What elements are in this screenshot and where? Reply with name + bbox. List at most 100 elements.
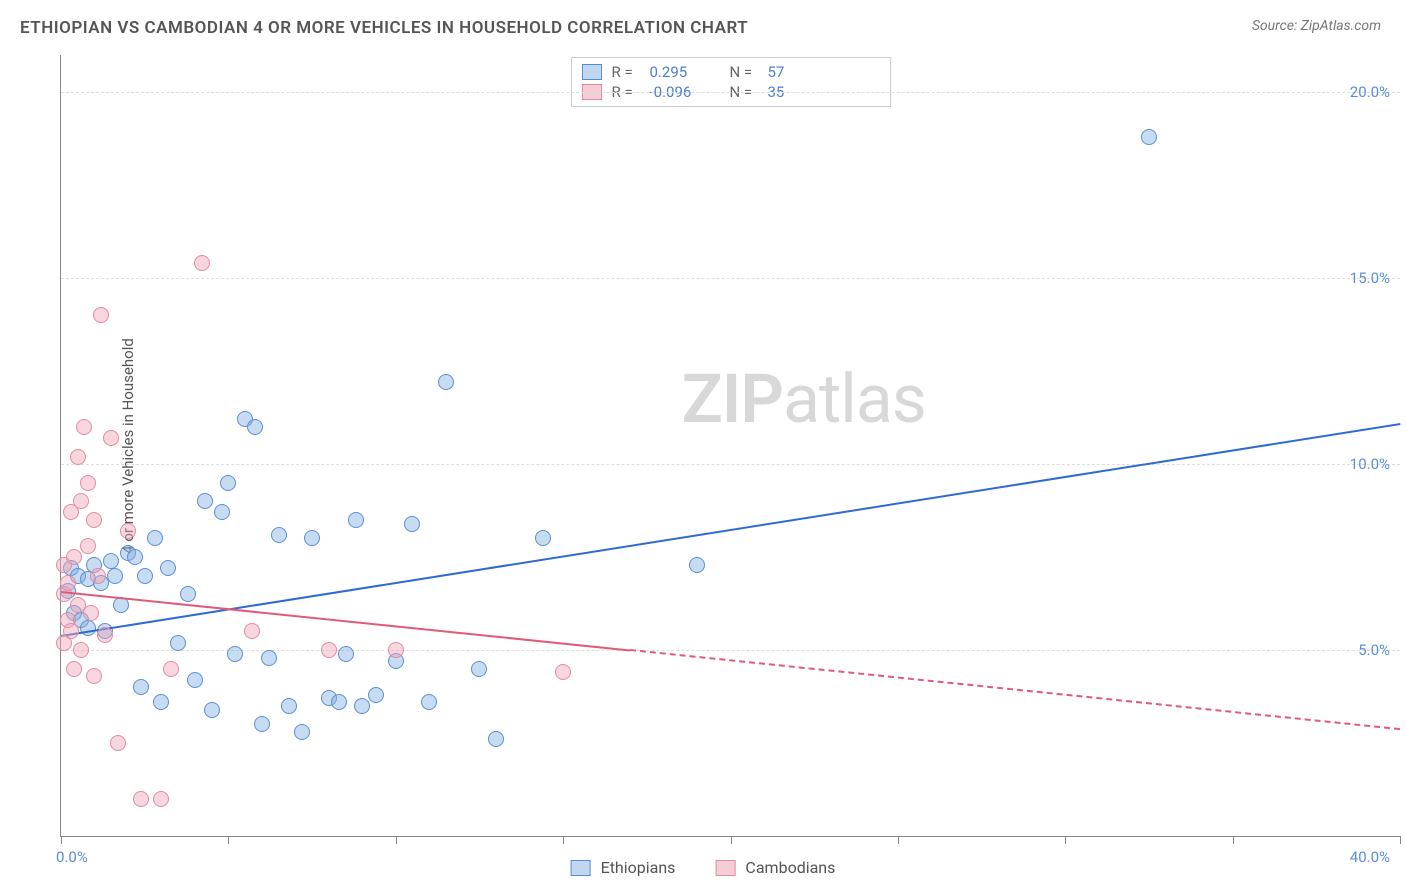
x-axis-max-label: 40.0% (1350, 848, 1390, 866)
gridline (61, 464, 1400, 465)
data-point (331, 694, 347, 710)
data-point (66, 661, 82, 677)
x-axis-min-label: 0.0% (56, 848, 88, 866)
data-point (120, 523, 136, 539)
stats-legend-box: R =0.295N =57R =-0.096N =35 (571, 57, 891, 107)
stats-row: R = 0.295 N = 57 (576, 62, 886, 82)
legend-label: Cambodians (745, 858, 835, 877)
data-point (388, 642, 404, 658)
data-point (180, 586, 196, 602)
data-point (689, 557, 705, 573)
x-tick (1065, 836, 1066, 844)
data-point (73, 493, 89, 509)
data-point (107, 568, 123, 584)
x-tick (228, 836, 229, 844)
watermark-atlas: atlas (783, 359, 926, 439)
data-point (261, 650, 277, 666)
x-tick (61, 836, 62, 844)
y-tick-label: 15.0% (1350, 269, 1390, 287)
data-point (535, 530, 551, 546)
legend-item: Cambodians (715, 858, 835, 877)
source-label: Source: (1252, 18, 1297, 34)
data-point (214, 504, 230, 520)
x-tick (1400, 836, 1401, 844)
trend-line (630, 649, 1400, 730)
data-point (127, 549, 143, 565)
data-point (60, 575, 76, 591)
data-point (244, 623, 260, 639)
data-point (163, 661, 179, 677)
y-tick-label: 20.0% (1350, 83, 1390, 101)
data-point (86, 512, 102, 528)
data-point (555, 664, 571, 680)
data-point (194, 255, 210, 271)
data-point (227, 646, 243, 662)
data-point (83, 605, 99, 621)
data-point (348, 512, 364, 528)
data-point (1141, 129, 1157, 145)
data-point (70, 449, 86, 465)
stat-n-value: 57 (768, 63, 838, 81)
source-name: ZipAtlas.com (1301, 18, 1381, 34)
data-point (471, 661, 487, 677)
data-point (338, 646, 354, 662)
legend-swatch (715, 860, 735, 876)
trend-line (61, 423, 1400, 637)
data-point (438, 374, 454, 390)
data-point (254, 716, 270, 732)
data-point (76, 419, 92, 435)
plot-area: ZIPatlas R =0.295N =57R =-0.096N =35 0.0… (60, 55, 1400, 837)
data-point (160, 560, 176, 576)
data-point (354, 698, 370, 714)
data-point (73, 642, 89, 658)
x-tick (563, 836, 564, 844)
data-point (147, 530, 163, 546)
x-tick (898, 836, 899, 844)
data-point (421, 694, 437, 710)
data-point (187, 672, 203, 688)
data-point (304, 530, 320, 546)
source-attribution: Source: ZipAtlas.com (1252, 18, 1381, 34)
data-point (66, 549, 82, 565)
data-point (368, 687, 384, 703)
data-point (90, 568, 106, 584)
data-point (137, 568, 153, 584)
data-point (281, 698, 297, 714)
x-tick (731, 836, 732, 844)
stat-r-value: 0.295 (650, 63, 720, 81)
x-tick (1233, 836, 1234, 844)
data-point (220, 475, 236, 491)
data-point (271, 527, 287, 543)
stat-n-label: N = (730, 63, 758, 81)
bottom-legend: Ethiopians Cambodians (571, 858, 836, 877)
gridline (61, 92, 1400, 93)
data-point (86, 668, 102, 684)
x-tick (396, 836, 397, 844)
legend-item: Ethiopians (571, 858, 676, 877)
y-tick-label: 10.0% (1350, 455, 1390, 473)
data-point (321, 642, 337, 658)
data-point (294, 724, 310, 740)
data-point (80, 475, 96, 491)
data-point (204, 702, 220, 718)
stat-r-label: R = (612, 63, 640, 81)
watermark: ZIPatlas (682, 359, 926, 439)
gridline (61, 278, 1400, 279)
chart-title: ETHIOPIAN VS CAMBODIAN 4 OR MORE VEHICLE… (20, 18, 748, 38)
data-point (97, 627, 113, 643)
legend-label: Ethiopians (601, 858, 676, 877)
y-tick-label: 5.0% (1358, 641, 1390, 659)
data-point (93, 307, 109, 323)
data-point (247, 419, 263, 435)
data-point (153, 694, 169, 710)
data-point (110, 735, 126, 751)
legend-swatch (582, 64, 602, 80)
data-point (63, 623, 79, 639)
data-point (133, 679, 149, 695)
data-point (488, 731, 504, 747)
data-point (103, 430, 119, 446)
legend-swatch (571, 860, 591, 876)
data-point (133, 791, 149, 807)
watermark-zip: ZIP (682, 359, 783, 439)
data-point (80, 538, 96, 554)
